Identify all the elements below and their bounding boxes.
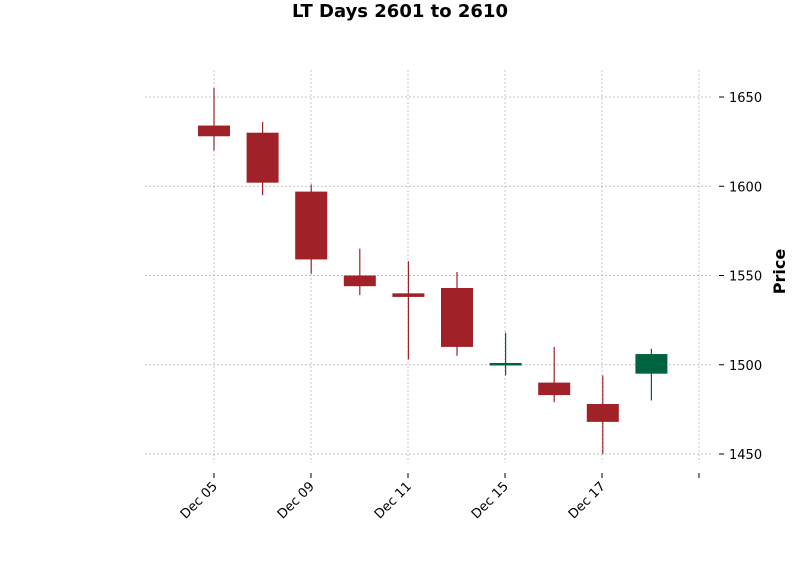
x-axis: Dec 05 Dec 09 Dec 11 Dec 15 Dec 17 xyxy=(178,473,700,522)
candle-body-down xyxy=(441,287,473,347)
x-tick-label: Dec 05 xyxy=(178,479,221,522)
candle-body-down xyxy=(392,293,425,297)
candle-body-down xyxy=(343,275,376,287)
candle-body-down xyxy=(295,191,328,260)
y-tick-label: 1500 xyxy=(729,359,762,374)
y-tick-label: 1600 xyxy=(729,180,762,195)
y-tick-label: 1550 xyxy=(729,270,762,285)
y-tick-label: 1450 xyxy=(729,448,762,463)
y-axis-label: Price xyxy=(770,249,789,295)
candle-body-up xyxy=(489,362,522,366)
candle-body-down xyxy=(586,404,619,422)
candle-body-up xyxy=(635,354,668,374)
x-tick-label: Dec 17 xyxy=(566,479,609,522)
candle-body-down xyxy=(246,132,279,183)
x-tick-label: Dec 11 xyxy=(372,479,415,522)
x-tick-label: Dec 09 xyxy=(275,479,318,522)
candles xyxy=(198,88,668,454)
candle-body-down xyxy=(538,382,571,396)
chart-title: LT Days 2601 to 2610 xyxy=(292,1,508,22)
y-axis: 1450 1500 1550 1600 1650 xyxy=(719,91,762,463)
candle-body-down xyxy=(198,125,230,137)
y-tick-label: 1650 xyxy=(729,91,762,106)
grid-lines xyxy=(145,70,712,463)
x-tick-label: Dec 15 xyxy=(469,479,512,522)
